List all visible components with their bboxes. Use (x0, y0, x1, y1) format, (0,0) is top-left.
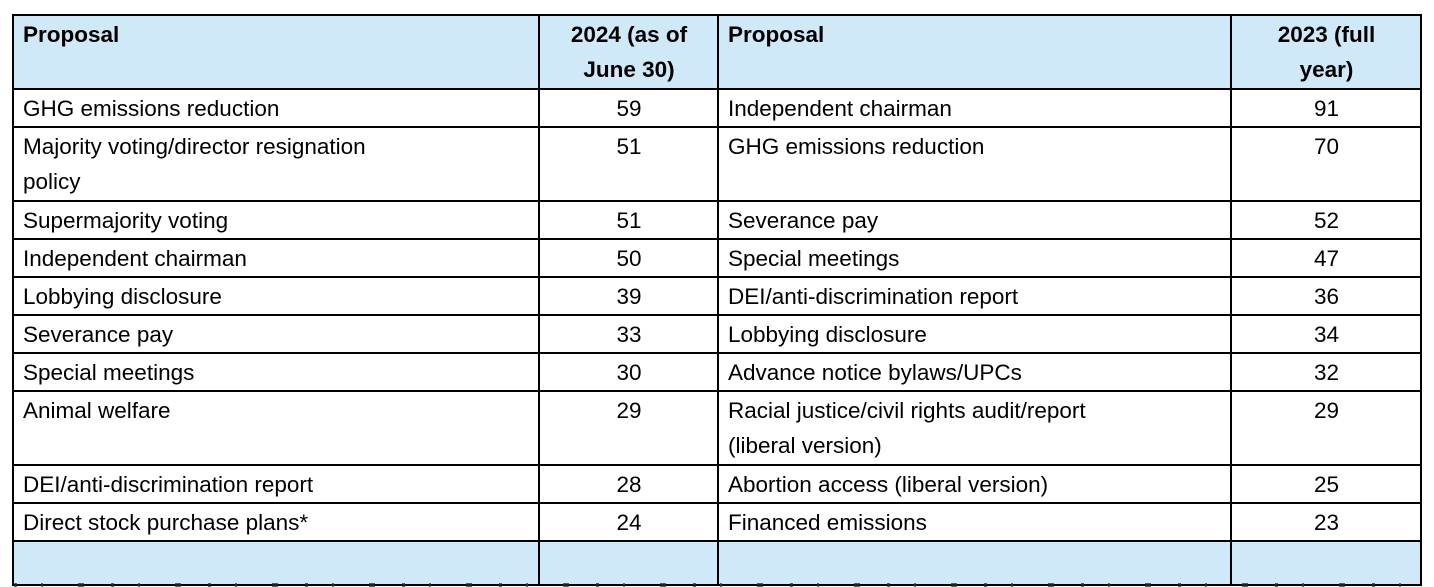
count-cell: 23 (1230, 502, 1422, 542)
count-cell: 24 (538, 502, 719, 542)
col-header-2024-count: 2024 (as of June 30) (538, 14, 719, 90)
count-cell: 47 (1230, 238, 1422, 278)
empty-cell (12, 540, 540, 586)
table-row: DEI/anti-discrimination report 28 Aborti… (12, 464, 1422, 504)
count-cell: 28 (538, 464, 719, 504)
empty-cell (717, 540, 1232, 586)
empty-cell (538, 540, 719, 586)
table-row: Direct stock purchase plans* 24 Financed… (12, 502, 1422, 542)
table-row: Severance pay 33 Lobbying disclosure 34 (12, 314, 1422, 354)
proposals-table: Proposal 2024 (as of June 30) Proposal 2… (12, 14, 1422, 586)
table-row: Special meetings 30 Advance notice bylaw… (12, 352, 1422, 392)
table-row: Animal welfare 29 Racial justice/civil r… (12, 390, 1422, 466)
count-cell: 39 (538, 276, 719, 316)
proposal-cell: Animal welfare (12, 390, 540, 466)
table-row: Supermajority voting 51 Severance pay 52 (12, 200, 1422, 240)
count-cell: 29 (1230, 390, 1422, 466)
count-cell: 29 (538, 390, 719, 466)
proposal-cell: Majority voting/director resignation pol… (12, 126, 540, 202)
proposal-cell: Independent chairman (12, 238, 540, 278)
count-cell: 50 (538, 238, 719, 278)
table-row: Independent chairman 50 Special meetings… (12, 238, 1422, 278)
count-cell: 51 (538, 126, 719, 202)
proposal-cell: Lobbying disclosure (717, 314, 1232, 354)
clipped-footnote-text (14, 583, 1420, 587)
table-row: Lobbying disclosure 39 DEI/anti-discrimi… (12, 276, 1422, 316)
col-header-2023-count: 2023 (full year) (1230, 14, 1422, 90)
empty-cell (1230, 540, 1422, 586)
proposal-cell: Lobbying disclosure (12, 276, 540, 316)
count-cell: 51 (538, 200, 719, 240)
count-cell: 32 (1230, 352, 1422, 392)
proposal-cell: Racial justice/civil rights audit/report… (717, 390, 1232, 466)
count-cell: 70 (1230, 126, 1422, 202)
proposal-cell: Severance pay (12, 314, 540, 354)
proposal-cell: DEI/anti-discrimination report (12, 464, 540, 504)
table-row: GHG emissions reduction 59 Independent c… (12, 88, 1422, 128)
proposal-cell: Financed emissions (717, 502, 1232, 542)
proposal-cell: Supermajority voting (12, 200, 540, 240)
proposal-cell: Severance pay (717, 200, 1232, 240)
count-cell: 30 (538, 352, 719, 392)
proposal-cell: Abortion access (liberal version) (717, 464, 1232, 504)
count-cell: 34 (1230, 314, 1422, 354)
count-cell: 25 (1230, 464, 1422, 504)
col-header-proposal-2023: Proposal (717, 14, 1232, 90)
proposal-cell: Special meetings (12, 352, 540, 392)
proposal-cell: Independent chairman (717, 88, 1232, 128)
proposal-cell: DEI/anti-discrimination report (717, 276, 1232, 316)
count-cell: 33 (538, 314, 719, 354)
proposal-cell: Direct stock purchase plans* (12, 502, 540, 542)
count-cell: 91 (1230, 88, 1422, 128)
proposal-cell: GHG emissions reduction (717, 126, 1232, 202)
proposal-cell: Advance notice bylaws/UPCs (717, 352, 1232, 392)
table-row: Majority voting/director resignation pol… (12, 126, 1422, 202)
count-cell: 52 (1230, 200, 1422, 240)
proposal-cell: GHG emissions reduction (12, 88, 540, 128)
count-cell: 59 (538, 88, 719, 128)
col-header-proposal-2024: Proposal (12, 14, 540, 90)
proposal-cell: Special meetings (717, 238, 1232, 278)
count-cell: 36 (1230, 276, 1422, 316)
table-footer-empty-row (12, 540, 1422, 586)
table-header-row: Proposal 2024 (as of June 30) Proposal 2… (12, 14, 1422, 90)
